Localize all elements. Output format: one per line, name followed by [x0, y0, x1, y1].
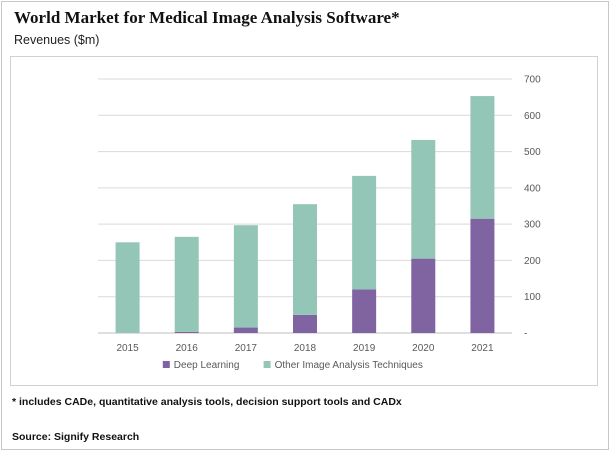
plot-area-border — [10, 56, 598, 386]
x-tick-label: 2019 — [353, 343, 376, 354]
bar-deep-learning-2021 — [470, 218, 495, 333]
legend-swatch — [263, 361, 271, 368]
bar-deep-learning-2017 — [233, 327, 258, 333]
y-tick-label: 400 — [524, 183, 541, 194]
x-tick-label: 2020 — [412, 343, 435, 354]
bar-other-techniques-2018 — [293, 204, 317, 315]
bar-other-techniques-2016 — [174, 236, 199, 332]
x-tick-label: 2017 — [235, 343, 258, 354]
bar-deep-learning-2019 — [352, 289, 377, 333]
x-tick-label: 2015 — [116, 343, 139, 354]
bar-deep-learning-2016 — [174, 331, 199, 333]
bar-other-techniques-2017 — [233, 225, 258, 328]
bar-deep-learning-2020 — [411, 258, 436, 333]
legend-label: Deep Learning — [174, 360, 240, 371]
bar-other-techniques-2015 — [115, 242, 140, 333]
bar-other-techniques-2021 — [470, 96, 495, 219]
bar-other-techniques-2019 — [352, 175, 377, 290]
y-tick-label: 600 — [524, 111, 541, 122]
y-tick-label: 700 — [524, 75, 541, 86]
legend-swatch — [162, 361, 170, 368]
x-tick-label: 2016 — [176, 343, 199, 354]
footnote: * includes CADe, quantitative analysis t… — [12, 396, 402, 408]
chart-subtitle: Revenues ($m) — [14, 33, 100, 47]
y-tick-label: - — [524, 329, 527, 340]
bar-other-techniques-2020 — [411, 139, 436, 259]
y-tick-label: 300 — [524, 220, 541, 231]
x-tick-label: 2018 — [294, 343, 317, 354]
chart-title: World Market for Medical Image Analysis … — [14, 8, 400, 27]
y-tick-label: 100 — [524, 292, 541, 303]
legend-label: Other Image Analysis Techniques — [275, 360, 423, 371]
source-note: Source: Signify Research — [12, 431, 140, 443]
y-tick-label: 200 — [524, 256, 541, 267]
bar-deep-learning-2018 — [293, 314, 317, 333]
x-tick-label: 2021 — [471, 343, 494, 354]
y-tick-label: 500 — [524, 147, 541, 158]
